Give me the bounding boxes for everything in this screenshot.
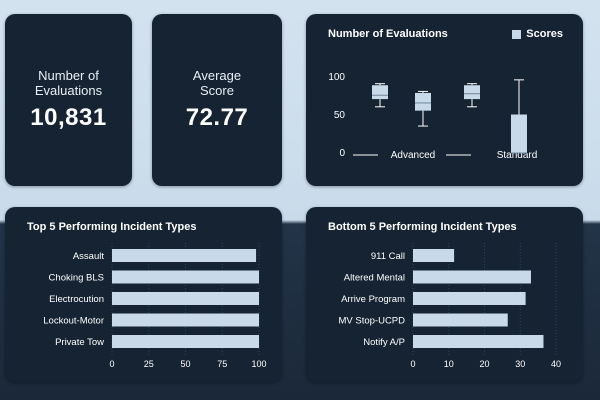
kpi-label-line1: Number of — [38, 68, 99, 83]
bar-category-label: 911 Call — [371, 251, 405, 262]
top5-card: Top 5 Performing Incident Types 0 25 50 75 1… — [5, 207, 282, 382]
x-tick-label: 40 — [551, 359, 561, 369]
boxplot-svg: 100 50 0 Advanced Standard — [328, 72, 538, 161]
y-tick-0: 0 — [339, 148, 345, 159]
bar-category-label: Electrocution — [49, 294, 104, 305]
box-iqr — [372, 85, 388, 100]
x-tick-label: 50 — [180, 359, 190, 369]
bar-mark — [112, 292, 259, 305]
bar-category-label: Arrive Program — [341, 294, 405, 305]
boxplot-card: Number of Evaluations Scores 100 50 0 Ad… — [306, 14, 583, 186]
box-iqr — [511, 114, 527, 153]
x-tick-label: 25 — [144, 359, 154, 369]
kpi-label-line2: Score — [200, 83, 234, 98]
kpi-card-average-score: Average Score 72.77 — [152, 14, 282, 186]
kpi-label-line2: Evaluations — [34, 83, 103, 98]
bar-mark — [112, 335, 259, 348]
bar-mark — [413, 292, 526, 305]
y-tick-100: 100 — [328, 72, 345, 83]
bar-mark — [413, 270, 531, 284]
bar-category-label: Altered Mental — [344, 273, 405, 284]
bar-category-label: Choking BLS — [49, 273, 104, 284]
box-iqr — [464, 85, 480, 100]
x-tick-label: 0 — [109, 359, 114, 369]
x-tick-label: 30 — [515, 359, 525, 369]
bar-category-label: Lockout-Motor — [43, 316, 104, 327]
bar-mark — [112, 249, 257, 262]
bar-category-label: MV Stop-UCPD — [338, 316, 405, 327]
x-label-standard: Standard — [497, 150, 538, 161]
bar-mark — [413, 335, 544, 348]
boxplot-title: Number of Evaluations — [328, 28, 448, 40]
bar-mark — [413, 249, 455, 262]
kpi-card-evaluations: Number of Evaluations 10,831 — [5, 14, 132, 186]
x-tick-label: 20 — [479, 359, 489, 369]
bar-category-label: Private Tow — [55, 337, 104, 348]
kpi-value-evaluations: 10,831 — [30, 104, 107, 131]
bar-category-label: Assault — [73, 251, 105, 262]
x-tick-label: 0 — [410, 359, 415, 369]
bottom5-card: Bottom 5 Performing Incident Types 0 10 20… — [306, 207, 583, 382]
x-tick-label: 10 — [444, 359, 454, 369]
box-iqr — [415, 92, 431, 111]
boxplot-legend: Scores — [512, 28, 563, 40]
kpi-value-average: 72.77 — [185, 104, 249, 131]
bottom5-bar-chart: 0 10 20 30 40 911 Call Altered Mental Arrive Pr… — [338, 243, 561, 369]
top5-title: Top 5 Performing Incident Types — [27, 221, 197, 233]
bar-category-label: Notify A/P — [363, 337, 405, 348]
bar-mark — [112, 270, 259, 284]
bar-mark — [413, 313, 508, 327]
x-tick-label: 100 — [251, 359, 266, 369]
x-tick-label: 75 — [217, 359, 227, 369]
x-label-advanced: Advanced — [391, 150, 435, 161]
legend-label: Scores — [526, 28, 563, 40]
bar-mark — [112, 313, 259, 327]
kpi-label-line1: Average — [192, 68, 242, 83]
y-tick-50: 50 — [334, 110, 346, 121]
legend-swatch-icon — [512, 29, 522, 39]
top5-bar-chart: 0 25 50 75 100 Assault Choking BLS Electrocutio… — [43, 243, 267, 369]
bottom5-title: Bottom 5 Performing Incident Types — [328, 221, 517, 233]
